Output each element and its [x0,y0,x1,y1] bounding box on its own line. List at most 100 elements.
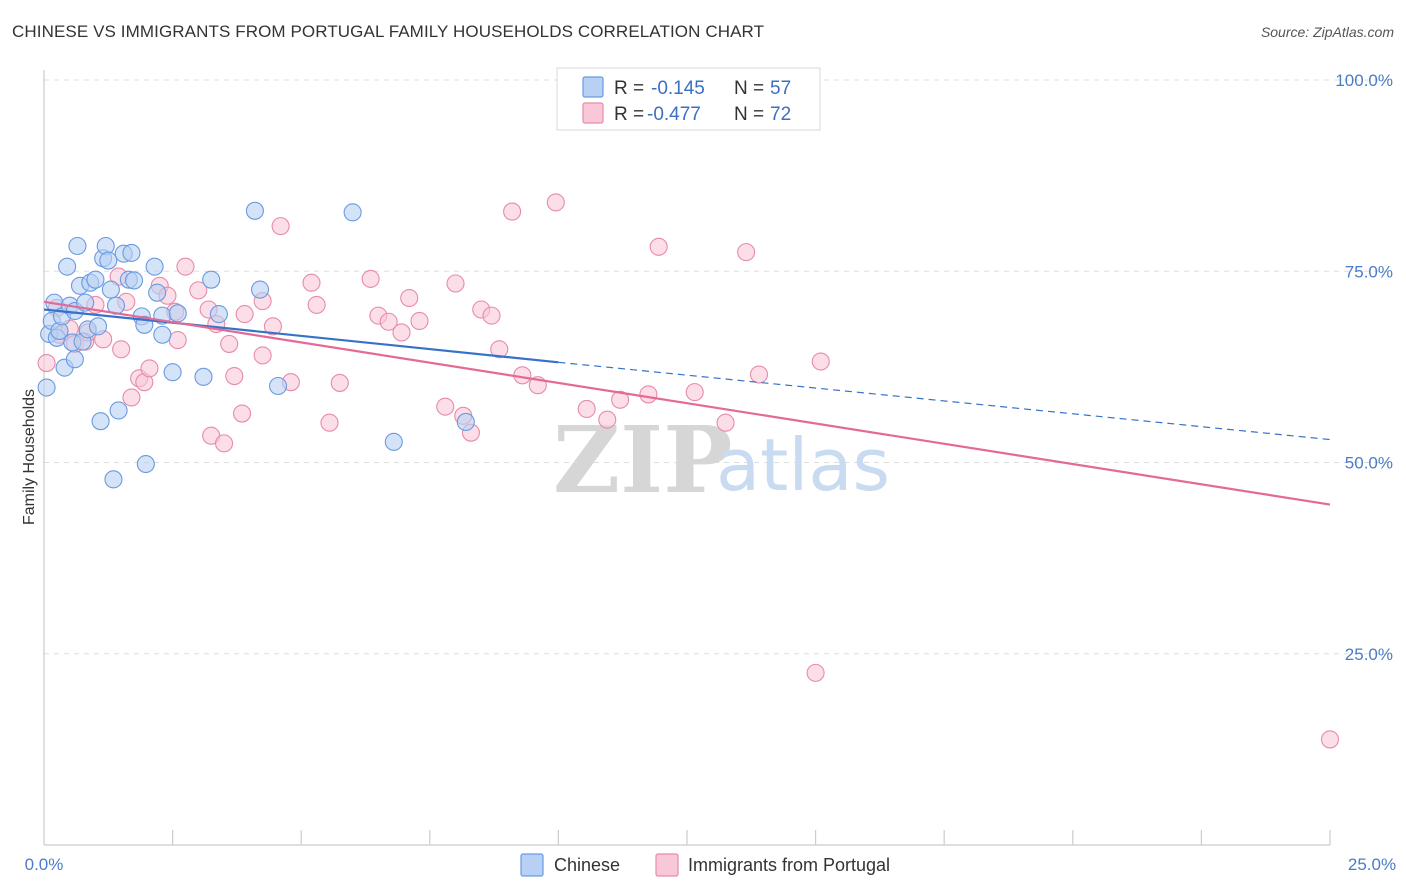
blue-point [250,280,270,299]
blue-point [136,454,155,474]
pink-point [446,274,465,293]
bottom-legend-swatch-portugal [655,853,679,877]
legend-n-value-portugal: 72 [770,104,791,125]
legend-n-label-portugal: N = [734,104,764,125]
blue-point [245,201,264,220]
pink-point [436,397,455,416]
pink-point [235,305,254,324]
pink-point [611,390,630,409]
blue-point [163,363,182,382]
pink-point [225,367,244,386]
blue-point [91,412,110,431]
pink-point [379,312,398,331]
blue-point [68,236,87,256]
pink-point [737,243,756,262]
pink-point [1320,730,1340,749]
y-tick-label-50: 50.0% [1345,454,1393,473]
pink-point [220,334,239,353]
pink-point [307,295,326,314]
pink-point [577,399,596,419]
blue-point [65,350,84,369]
top-legend: R = -0.145 N = 57 R = -0.477 N = 72 [556,67,821,131]
blue-point [86,270,105,289]
pink-point [37,353,56,373]
blue-point [153,325,172,344]
blue-point [209,305,228,324]
legend-r-value-chinese: -0.145 [651,78,705,99]
pink-point [598,410,617,429]
pink-point [811,352,830,371]
blue-trend-extension [558,361,1331,441]
pink-point [716,413,735,432]
pink-point [806,663,825,682]
blue-point [104,470,123,489]
pink-point [361,269,380,288]
x-tick-label-min: 0.0% [25,855,64,874]
pink-point [263,317,282,336]
pink-point [410,311,429,331]
blue-point [58,257,77,276]
source-label: Source: ZipAtlas.com [1260,24,1394,40]
legend-n-label-chinese: N = [734,78,764,99]
y-tick-labels: 25.0% 50.0% 75.0% 100.0% [1335,71,1393,664]
pink-point [176,257,195,276]
blue-series-points [37,201,475,489]
pink-point [189,281,208,300]
bottom-legend-swatch-chinese [520,853,544,877]
pink-point [253,346,272,365]
blue-point [194,367,213,386]
pink-point [482,306,501,325]
watermark: ZIP atlas [553,406,890,514]
blue-point [109,401,128,420]
legend-r-label-chinese: R = [614,78,644,99]
pink-point [639,385,658,404]
pink-point [503,202,522,221]
y-tick-label-25: 25.0% [1345,645,1393,664]
pink-point [649,237,668,256]
pink-point [112,340,131,359]
x-axis-ticks [172,830,1331,845]
blue-point [122,243,141,262]
pink-point [214,434,234,453]
legend-r-value-portugal: -0.477 [647,104,701,125]
gridlines [44,79,1392,655]
y-axis-title: Family Households [21,389,38,525]
blue-point [99,251,118,270]
blue-point [37,378,56,397]
pink-point [330,373,349,392]
pink-point [140,359,159,378]
pink-point [392,323,411,342]
pink-point [749,365,769,384]
pink-point [168,331,187,350]
bottom-legend-label-chinese: Chinese [554,855,620,875]
legend-swatch-portugal [582,102,604,124]
y-tick-label-75: 75.0% [1345,262,1393,281]
trend-lines [43,300,1331,506]
pink-trend-line [43,300,1331,506]
pink-point [546,193,565,212]
watermark-atlas: atlas [716,423,890,507]
blue-point [384,432,403,451]
pink-point [232,404,252,423]
blue-point [168,304,187,323]
y-tick-label-100: 100.0% [1335,71,1393,90]
pink-point [320,413,339,432]
blue-point [148,283,167,302]
watermark-zip: ZIP [553,406,732,514]
blue-point [343,203,362,222]
pink-point [490,340,509,359]
blue-point [124,271,144,290]
bottom-legend: Chinese Immigrants from Portugal [520,853,890,877]
pink-point [271,217,290,236]
blue-trend-line [43,308,559,364]
legend-n-value-chinese: 57 [770,78,791,99]
chart-title: CHINESE VS IMMIGRANTS FROM PORTUGAL FAMI… [12,22,765,41]
bottom-legend-label-portugal: Immigrants from Portugal [688,855,890,875]
legend-r-label-portugal: R = [614,104,644,125]
blue-point [145,257,164,276]
pink-point [302,273,321,292]
blue-point [202,270,221,289]
x-tick-label-max: 25.0% [1348,855,1396,874]
pink-point [122,388,141,407]
